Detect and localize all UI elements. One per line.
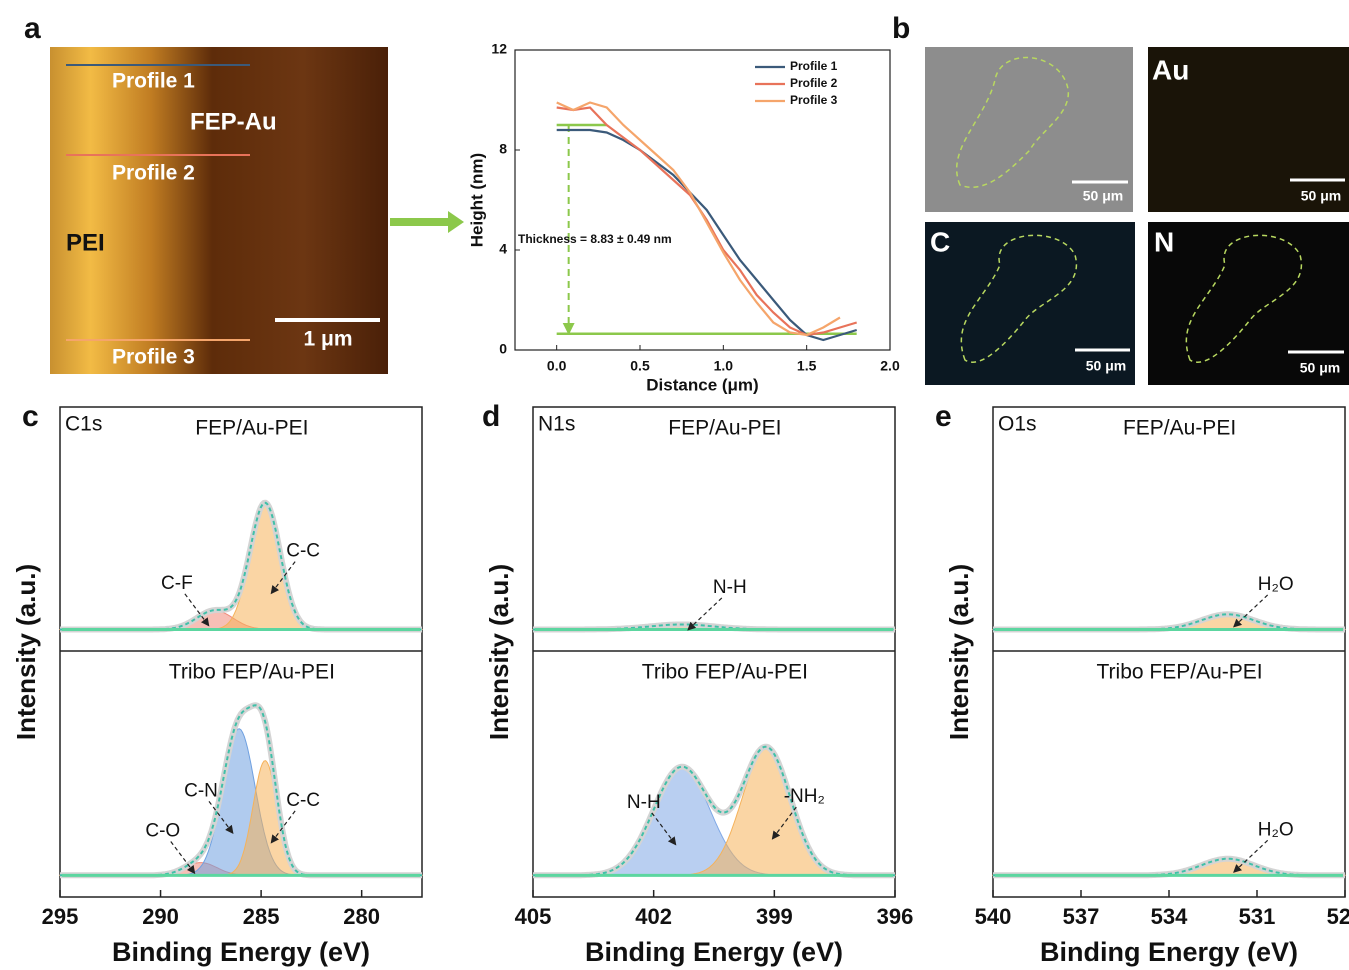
- scale-bar-label: 50 μm: [1300, 360, 1340, 376]
- element-label: N1s: [538, 413, 575, 436]
- x-tick-label: 528: [1327, 904, 1349, 929]
- x-tick-label: 285: [243, 904, 280, 929]
- annotation: Thickness = 8.83 ± 0.49 nm: [518, 232, 672, 246]
- peak-label: H₂O: [1258, 574, 1294, 595]
- scale-bar-label: 50 μm: [1083, 188, 1123, 204]
- plot-frame: [59, 406, 423, 898]
- y-axis-label: Intensity (a.u.): [11, 564, 41, 740]
- arrow: [390, 211, 464, 233]
- panel-label: a: [24, 12, 41, 45]
- x-tick-label: 1.5: [797, 358, 817, 374]
- subplot-title: Tribo FEP/Au-PEI: [169, 661, 335, 684]
- peak-label: N-H: [713, 577, 747, 598]
- scale-bar-label: 50 μm: [1086, 358, 1126, 374]
- x-tick-label: 534: [1151, 904, 1188, 929]
- panel-label: c: [22, 400, 39, 433]
- profile-label: Profile 2: [112, 162, 195, 185]
- x-tick-label: 295: [42, 904, 79, 929]
- subplot-title: FEP/Au-PEI: [668, 417, 781, 440]
- peak-label: C-N: [184, 780, 218, 801]
- peak-label: H₂O: [1258, 819, 1294, 840]
- x-tick-label: 402: [635, 904, 672, 929]
- region-outlines: [955, 56, 1303, 363]
- legend-label: Profile 3: [790, 93, 838, 107]
- subplot-title: Tribo FEP/Au-PEI: [1097, 661, 1263, 684]
- y-tick-label: 4: [499, 241, 507, 257]
- y-axis-label: Intensity (a.u.): [484, 564, 514, 740]
- afm-image: [50, 47, 388, 374]
- subplot-title: Tribo FEP/Au-PEI: [642, 661, 808, 684]
- x-tick-label: 1.0: [714, 358, 734, 374]
- element-label: C1s: [65, 413, 102, 436]
- peak-label: N-H: [627, 792, 661, 813]
- plot-frame: [532, 406, 896, 898]
- x-tick-label: 405: [515, 904, 552, 929]
- plot-frame: [514, 49, 891, 351]
- panel-label: b: [892, 12, 910, 45]
- legend-label: Profile 2: [790, 76, 838, 90]
- c-map: [925, 222, 1135, 385]
- x-axis-label: Binding Energy (eV): [112, 937, 370, 967]
- subplot-title: FEP/Au-PEI: [195, 417, 308, 440]
- subplot-title: FEP/Au-PEI: [1123, 417, 1236, 440]
- panel-label: d: [482, 400, 500, 433]
- peak-pointer: [1233, 839, 1269, 873]
- x-axis-label: Distance (μm): [646, 375, 758, 394]
- element-label: O1s: [998, 413, 1037, 436]
- x-tick-label: 0.5: [630, 358, 650, 374]
- peak-label: C-C: [286, 790, 320, 811]
- series-line: [556, 101, 841, 337]
- x-tick-label: 531: [1239, 904, 1276, 929]
- fit-peak: [59, 502, 423, 631]
- y-tick-label: 8: [499, 141, 507, 157]
- y-axis-label: Height (nm): [467, 153, 486, 247]
- map-title: C: [930, 226, 950, 257]
- x-tick-label: 280: [343, 904, 380, 929]
- panel-label: e: [935, 400, 952, 433]
- region-label: FEP-Au: [190, 108, 277, 135]
- fit-peak: [59, 728, 423, 876]
- x-tick-label: 2.0: [880, 358, 900, 374]
- fit-peak: [532, 766, 896, 876]
- map-title: N: [1154, 226, 1174, 257]
- y-tick-label: 12: [491, 41, 507, 57]
- fit-envelope: [533, 745, 895, 877]
- peak-label: C-F: [161, 573, 193, 594]
- x-tick-label: 0.0: [547, 358, 567, 374]
- x-tick-label: 537: [1063, 904, 1100, 929]
- profile-label: Profile 1: [112, 70, 195, 93]
- y-tick-label: 0: [499, 341, 507, 357]
- profile-label: Profile 3: [112, 346, 195, 369]
- legend-label: Profile 1: [790, 59, 838, 73]
- scale-bar-label: 1 μm: [303, 328, 352, 351]
- peak-label: -NH₂: [784, 786, 825, 807]
- region-label: PEI: [66, 229, 105, 256]
- au-map: [1148, 47, 1349, 212]
- scale-bar-label: 50 μm: [1301, 188, 1341, 204]
- n-map: [1148, 222, 1349, 385]
- y-axis-label: Intensity (a.u.): [944, 564, 974, 740]
- x-axis-label: Binding Energy (eV): [585, 937, 843, 967]
- peak-label: C-O: [145, 821, 180, 842]
- raw-spectrum: [991, 855, 1347, 879]
- map-title: Au: [1152, 54, 1189, 85]
- x-axis-label: Binding Energy (eV): [1040, 937, 1298, 967]
- x-tick-label: 540: [975, 904, 1012, 929]
- peak-pointer: [687, 597, 723, 631]
- x-tick-label: 396: [877, 904, 914, 929]
- peak-label: C-C: [286, 541, 320, 562]
- scale-bars: [1072, 178, 1345, 354]
- peak-pointer: [1233, 594, 1269, 628]
- x-tick-label: 290: [142, 904, 179, 929]
- x-tick-label: 399: [756, 904, 793, 929]
